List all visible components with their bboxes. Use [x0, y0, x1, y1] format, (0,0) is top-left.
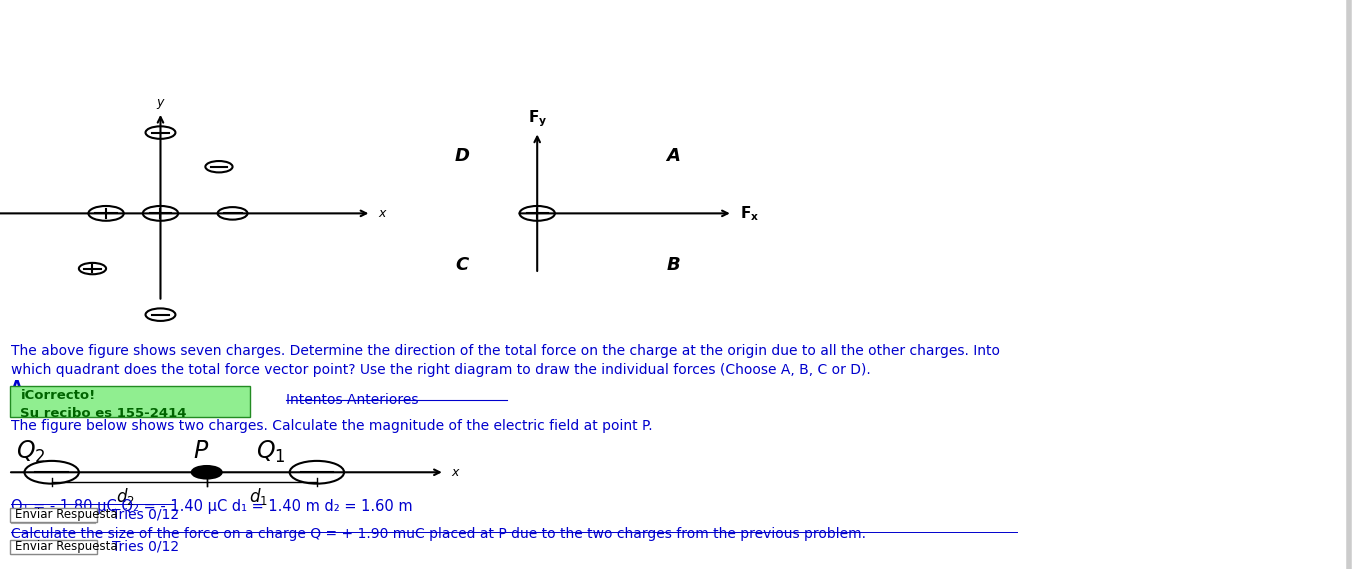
- Text: D: D: [454, 147, 471, 166]
- Text: The figure below shows two charges. Calculate the magnitude of the electric fiel: The figure below shows two charges. Calc…: [11, 419, 653, 434]
- FancyBboxPatch shape: [10, 540, 97, 554]
- Text: $\mathbf{F_x}$: $\mathbf{F_x}$: [740, 204, 759, 222]
- Text: iCorrecto!
Su recibo es 155-2414: iCorrecto! Su recibo es 155-2414: [20, 389, 186, 419]
- Text: y: y: [156, 96, 165, 109]
- Text: $d_2$: $d_2$: [116, 486, 135, 508]
- Text: Intentos Anteriores: Intentos Anteriores: [286, 393, 418, 407]
- Text: $\mathbf{F_y}$: $\mathbf{F_y}$: [528, 108, 547, 129]
- FancyBboxPatch shape: [10, 508, 97, 522]
- Text: A: A: [666, 147, 680, 166]
- Text: $P$: $P$: [193, 439, 209, 463]
- Text: B: B: [666, 255, 680, 274]
- Text: Calculate the size of the force on a charge Q = + 1.90 muC placed at P due to th: Calculate the size of the force on a cha…: [11, 527, 866, 541]
- Text: Q₁ = - 1.80 μC Q₂ = - 1.40 μC d₁ = 1.40 m d₂ = 1.60 m: Q₁ = - 1.80 μC Q₂ = - 1.40 μC d₁ = 1.40 …: [11, 499, 412, 514]
- Text: $d_1$: $d_1$: [249, 486, 268, 508]
- Circle shape: [192, 466, 222, 479]
- Text: Enviar Respuesta: Enviar Respuesta: [15, 541, 117, 553]
- Text: Tries 0/12: Tries 0/12: [112, 539, 178, 553]
- Text: C: C: [456, 255, 469, 274]
- Text: The above figure shows seven charges. Determine the direction of the total force: The above figure shows seven charges. De…: [11, 344, 1000, 377]
- Text: Enviar Respuesta: Enviar Respuesta: [15, 509, 117, 521]
- Text: x: x: [452, 466, 458, 479]
- FancyBboxPatch shape: [10, 386, 250, 417]
- Text: $Q_2$: $Q_2$: [16, 439, 46, 465]
- Text: x: x: [378, 207, 385, 220]
- Text: Tries 0/12: Tries 0/12: [112, 508, 178, 521]
- Text: A: A: [11, 380, 23, 395]
- Text: $Q_1$: $Q_1$: [256, 439, 286, 465]
